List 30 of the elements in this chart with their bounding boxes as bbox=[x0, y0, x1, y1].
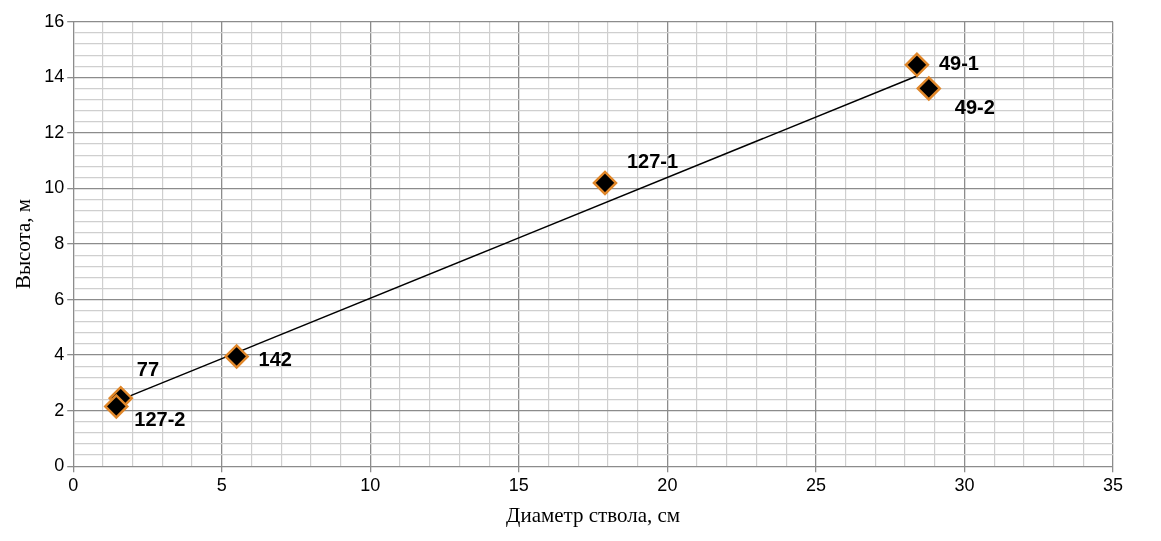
y-tick-label: 12 bbox=[44, 121, 65, 142]
annotation: 77 bbox=[136, 357, 159, 380]
x-axis-title: Диаметр ствола, см bbox=[506, 502, 681, 527]
point bbox=[904, 52, 930, 78]
point bbox=[916, 76, 942, 101]
y-tick-label: 8 bbox=[54, 232, 65, 253]
point bbox=[224, 344, 249, 369]
x-tick-label: 5 bbox=[216, 474, 227, 495]
point bbox=[592, 170, 618, 196]
y-tick-label: 2 bbox=[54, 399, 65, 420]
x-tick-label: 0 bbox=[68, 474, 79, 495]
y-tick-label: 6 bbox=[54, 288, 65, 309]
x-tick-label: 15 bbox=[508, 474, 529, 495]
x-tick-label: 20 bbox=[657, 474, 678, 495]
x-tick-label: 30 bbox=[954, 474, 975, 495]
y-tick-label: 16 bbox=[44, 10, 65, 31]
y-axis-title: Высота, м bbox=[11, 198, 36, 290]
y-tick-label: 4 bbox=[54, 344, 65, 365]
x-tick-label: 10 bbox=[360, 474, 381, 495]
x-tick-label: 25 bbox=[805, 474, 826, 495]
y-tick-label: 14 bbox=[44, 66, 65, 87]
point bbox=[104, 394, 129, 419]
y-tick-label: 10 bbox=[44, 177, 65, 198]
annotation: 49-1 bbox=[938, 52, 979, 75]
annotation: 127-1 bbox=[626, 150, 679, 173]
annotation: 127-2 bbox=[134, 408, 186, 430]
y-tick-label: 0 bbox=[54, 455, 65, 476]
x-tick-label: 35 bbox=[1102, 474, 1124, 495]
annotation: 49-2 bbox=[954, 95, 995, 118]
annotation: 142 bbox=[258, 348, 292, 370]
